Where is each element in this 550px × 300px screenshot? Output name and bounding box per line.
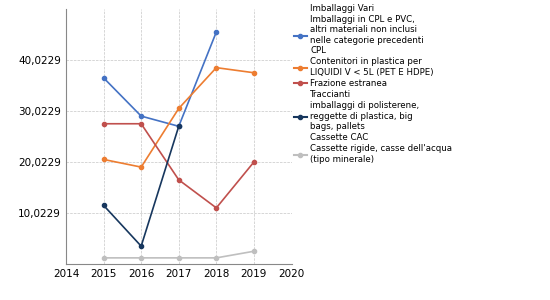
- Legend: Imballaggi Vari, Imballaggi in CPL e PVC,
altri materiali non inclusi
nelle cate: Imballaggi Vari, Imballaggi in CPL e PVC…: [294, 4, 452, 164]
